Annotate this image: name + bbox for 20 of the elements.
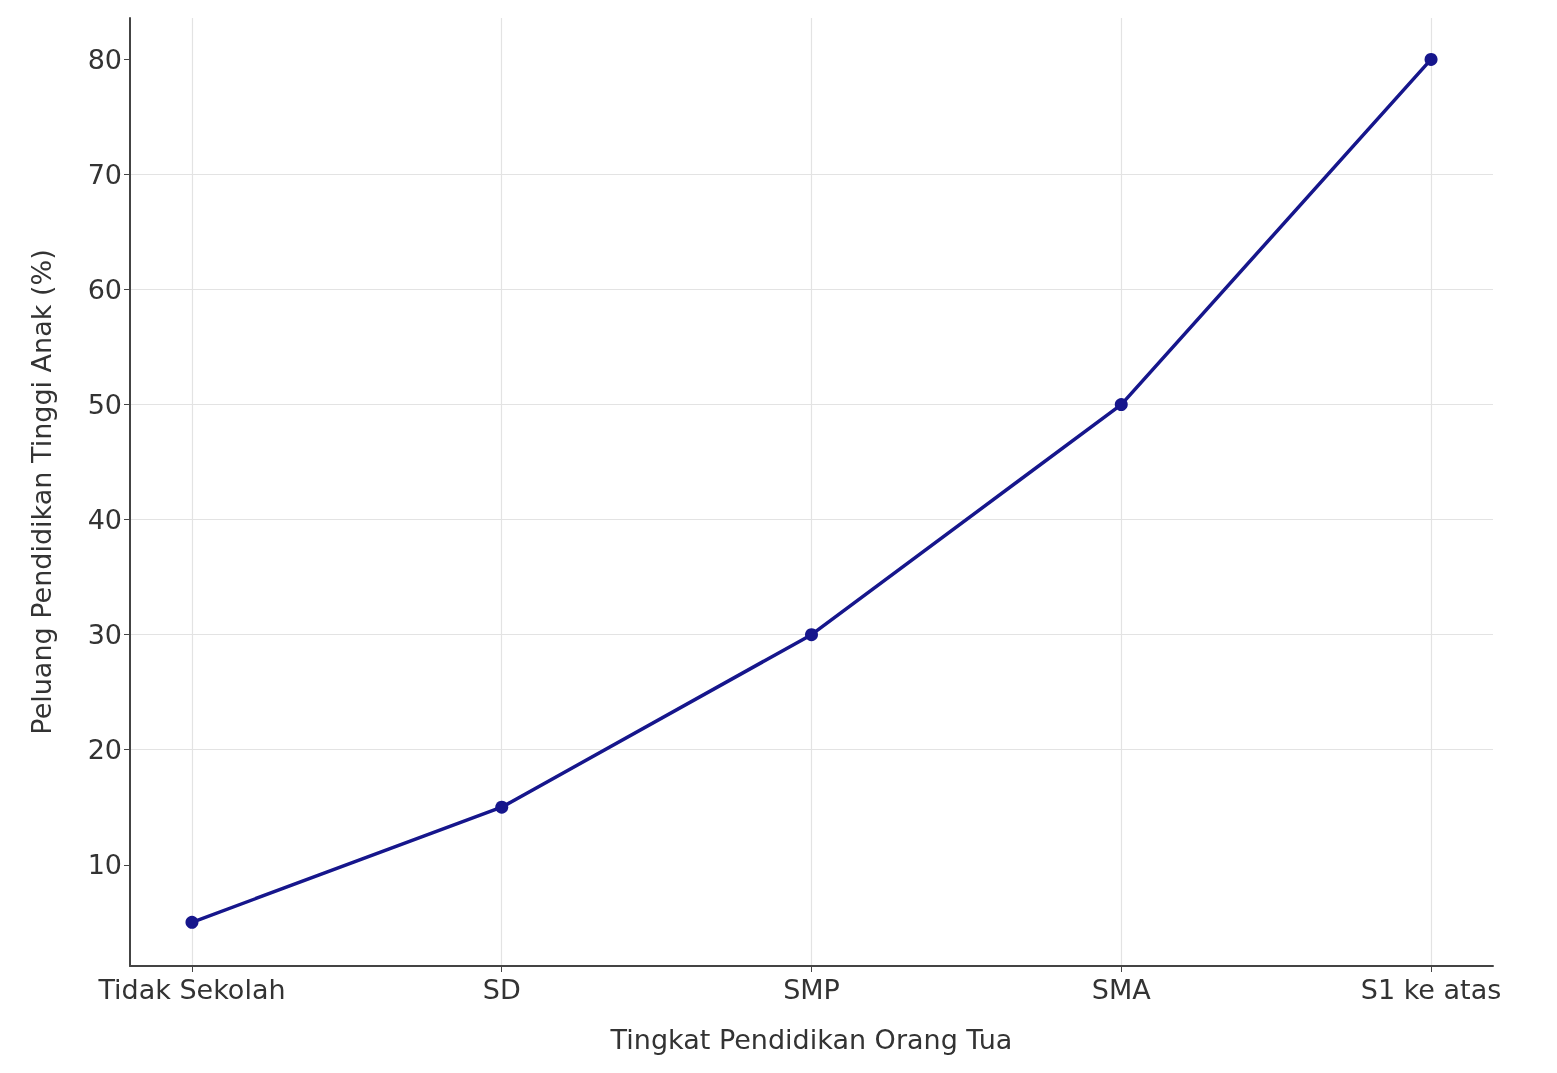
x-tick-label: SMP (783, 974, 840, 1005)
point (805, 628, 818, 642)
y-tick-label: 20 (87, 734, 122, 766)
y-tick-label: 60 (87, 274, 122, 306)
x-tick-label: S1 ke atas (1360, 974, 1502, 1005)
x-axis-title: Tingkat Pendidikan Orang Tua (609, 1024, 1013, 1055)
point (185, 915, 199, 929)
y-tick-label: 80 (87, 43, 122, 75)
y-tick-label: 50 (87, 389, 122, 421)
y-tick-label: 30 (87, 619, 122, 651)
point (1114, 398, 1128, 412)
point (495, 800, 509, 814)
y-tick-label: 10 (87, 849, 122, 881)
x-tick-label: Tidak Sekolah (97, 974, 286, 1005)
x-tick-label: SMA (1091, 974, 1152, 1005)
x-tick-label: SD (482, 974, 521, 1005)
y-axis-title: Peluang Pendidikan Tinggi Anak (%) (26, 249, 57, 735)
y-tick-label: 70 (87, 158, 122, 190)
y-tick-label: 40 (87, 504, 122, 536)
point (1424, 52, 1438, 66)
